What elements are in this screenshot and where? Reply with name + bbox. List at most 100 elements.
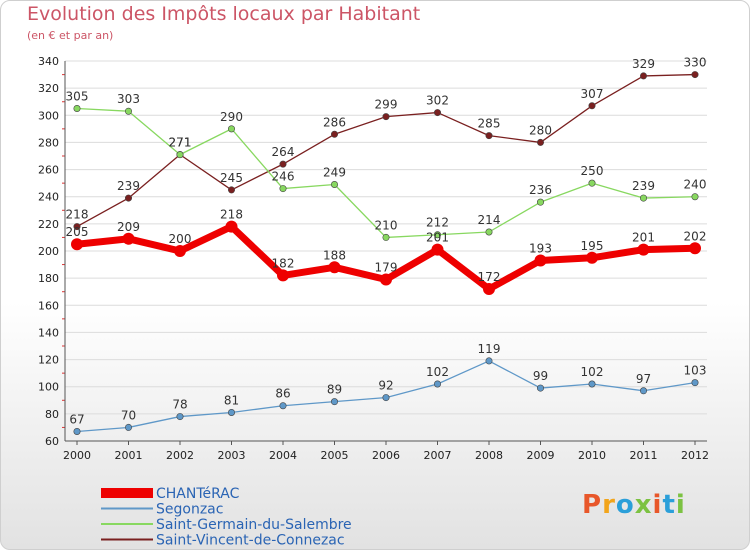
data-label: 330 [684,56,707,70]
legend-label: CHANTéRAC [156,486,240,502]
data-point [176,413,184,421]
data-label: 201 [426,231,449,245]
data-point [485,228,493,236]
data-point [691,193,699,201]
data-label: 212 [426,216,449,230]
data-point [534,254,547,267]
data-point [174,245,186,257]
x-tick-label: 2005 [321,449,349,462]
logo-letter: P [582,490,603,520]
y-tick-label: 60 [45,435,59,448]
data-label: 209 [117,220,140,234]
legend-swatch [101,523,153,525]
legend-label: Saint-Germain-du-Salembre [156,517,352,533]
x-tick-label: 2012 [681,449,709,462]
data-label: 271 [169,136,192,150]
data-label: 102 [581,365,604,379]
data-label: 202 [684,229,707,243]
data-point [639,387,647,395]
chart-subtitle: (en € et par an) [27,29,114,42]
x-tick-label: 2003 [218,449,246,462]
x-tick-label: 2001 [115,449,143,462]
data-label: 182 [272,256,295,270]
data-point [382,113,390,121]
data-label: 81 [224,394,239,408]
data-point [73,427,81,435]
data-label: 119 [478,342,501,356]
data-label: 102 [426,365,449,379]
data-point [691,379,699,387]
data-point [588,102,596,110]
data-label: 86 [275,387,290,401]
data-point [176,151,184,159]
data-point [330,398,338,406]
x-tick-label: 2008 [475,449,503,462]
data-point [228,125,236,133]
y-tick-label: 100 [38,381,59,394]
data-label: 245 [220,171,243,185]
data-label: 264 [272,145,295,159]
y-tick-label: 180 [38,272,59,285]
data-point [122,232,135,245]
y-tick-label: 280 [38,136,59,149]
data-label: 271 [169,136,192,150]
data-label: 307 [581,87,604,101]
data-label: 214 [478,213,501,227]
data-point [279,185,287,193]
legend-swatch [101,488,153,498]
data-point [588,179,596,187]
data-label: 70 [121,408,136,422]
data-point [73,223,81,231]
x-tick-label: 2007 [424,449,452,462]
data-point [279,402,287,410]
data-point [125,423,133,431]
data-point [433,231,441,239]
data-point [382,233,390,241]
proxiti-logo: Proxiti [582,490,686,520]
data-label: 67 [69,413,84,427]
y-tick-label: 140 [38,326,59,339]
logo-letter: t [662,490,676,520]
y-tick-label: 200 [38,245,59,258]
data-label: 239 [632,179,655,193]
y-tick-label: 340 [38,55,59,68]
data-point [382,394,390,402]
data-label: 299 [375,98,398,112]
data-label: 205 [66,225,89,239]
data-point [225,220,238,233]
y-tick-label: 160 [38,299,59,312]
data-label: 92 [378,379,393,393]
data-label: 201 [632,231,655,245]
data-point [433,380,441,388]
data-label: 290 [220,110,243,124]
data-label: 172 [478,270,501,284]
data-label: 103 [684,364,707,378]
data-point [125,194,133,202]
data-label: 210 [375,218,398,232]
data-point [330,130,338,138]
chart-title: Evolution des Impôts locaux par Habitant [27,3,421,25]
y-tick-label: 300 [38,109,59,122]
data-point [691,71,699,79]
data-label: 250 [581,164,604,178]
data-point [433,109,441,117]
data-point [71,238,83,251]
data-label: 179 [375,261,398,275]
data-point [536,384,544,392]
data-label: 193 [529,242,552,256]
x-tick-label: 2006 [372,449,400,462]
data-label: 285 [478,117,501,131]
x-tick-label: 2011 [630,449,658,462]
data-label: 99 [533,369,548,383]
data-label: 97 [636,372,651,386]
logo-letter: r [602,490,616,520]
data-point [639,194,647,202]
data-point [279,160,287,168]
data-point [536,198,544,206]
data-label: 218 [66,208,89,222]
y-tick-label: 80 [45,408,59,421]
data-point [431,243,444,256]
x-tick-label: 2010 [578,449,606,462]
